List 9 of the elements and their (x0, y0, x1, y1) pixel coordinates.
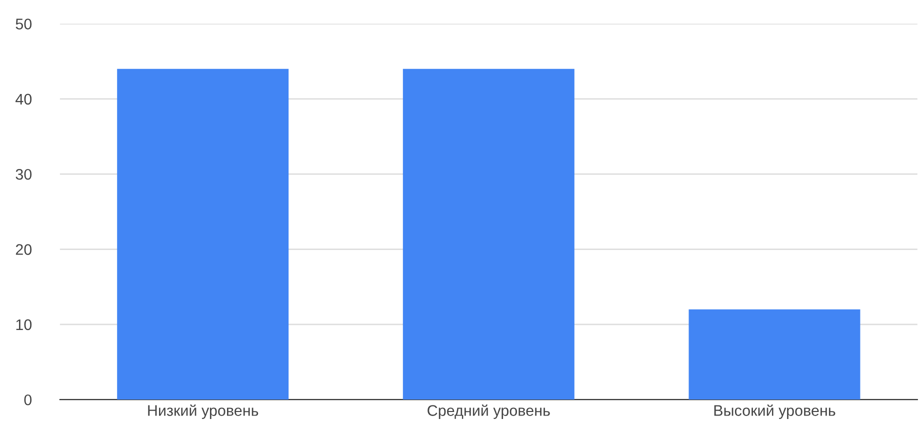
y-tick-label: 20 (16, 244, 32, 255)
y-tick-label: 50 (16, 18, 32, 30)
y-tick-label: 10 (16, 319, 32, 330)
x-tick-label: Низкий уровень (148, 404, 258, 419)
x-tick-label: Высокий уровень (714, 404, 836, 419)
y-tick-label: 40 (16, 94, 32, 105)
y-tick-label: 30 (16, 168, 32, 180)
x-tick-label: Средний уровень (428, 404, 550, 419)
y-tick-label: 0 (24, 394, 32, 406)
